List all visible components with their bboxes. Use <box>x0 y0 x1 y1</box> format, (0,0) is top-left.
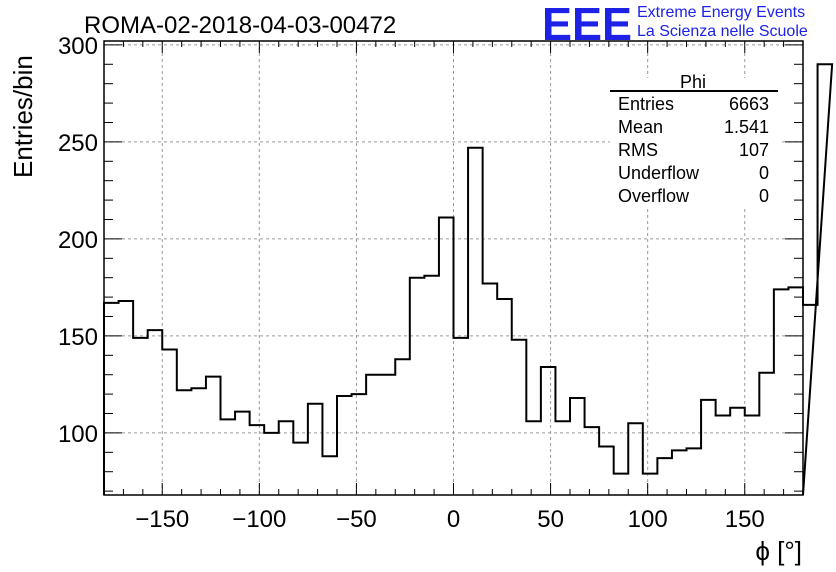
stats-label: Underflow <box>618 163 700 183</box>
tick-labels: −150 −100 −50 0 50 100 150 100 150 200 250 300 <box>58 33 765 533</box>
stats-label: Mean <box>618 117 663 137</box>
logo-line-2: La Scienza nelle Scuole <box>637 23 808 40</box>
chart-title: ROMA-02-2018-04-03-00472 <box>84 12 396 39</box>
y-tick-label: 150 <box>58 324 98 351</box>
y-axis-label: Entries/bin <box>8 55 38 178</box>
x-tick-label: 150 <box>725 506 765 533</box>
stats-value: 1.541 <box>724 117 769 137</box>
y-tick-label: 300 <box>58 33 98 60</box>
x-tick-label: 0 <box>447 506 460 533</box>
x-axis-label: ϕ [°] <box>755 536 802 566</box>
histogram-outline <box>103 63 834 496</box>
y-tick-label: 100 <box>58 421 98 448</box>
y-tick-label: 200 <box>58 227 98 254</box>
stats-label: RMS <box>618 140 658 160</box>
x-tick-label: −50 <box>336 506 377 533</box>
x-tick-label: 100 <box>628 506 668 533</box>
x-tick-label: −150 <box>135 506 189 533</box>
stats-value: 0 <box>759 163 769 183</box>
histogram-bars <box>103 63 834 496</box>
logo-caption: Extreme Energy Events La Scienza nelle S… <box>637 3 808 41</box>
stats-label: Overflow <box>618 186 690 206</box>
stats-value: 6663 <box>729 94 769 114</box>
stats-label: Entries <box>618 94 674 114</box>
x-tick-label: 50 <box>537 506 564 533</box>
logo-line-1: Extreme Energy Events <box>637 4 806 21</box>
y-tick-label: 250 <box>58 130 98 157</box>
x-tick-label: −100 <box>232 506 286 533</box>
logo-mark: EEE <box>542 0 632 50</box>
stats-box: Phi Entries 6663 Mean 1.541 RMS 107 Underflow 0… <box>610 72 780 208</box>
stats-value: 0 <box>759 186 769 206</box>
axis-ticks <box>103 41 804 495</box>
stats-value: 107 <box>739 140 769 160</box>
stats-title: Phi <box>680 72 706 92</box>
stats-box-background <box>610 78 780 208</box>
